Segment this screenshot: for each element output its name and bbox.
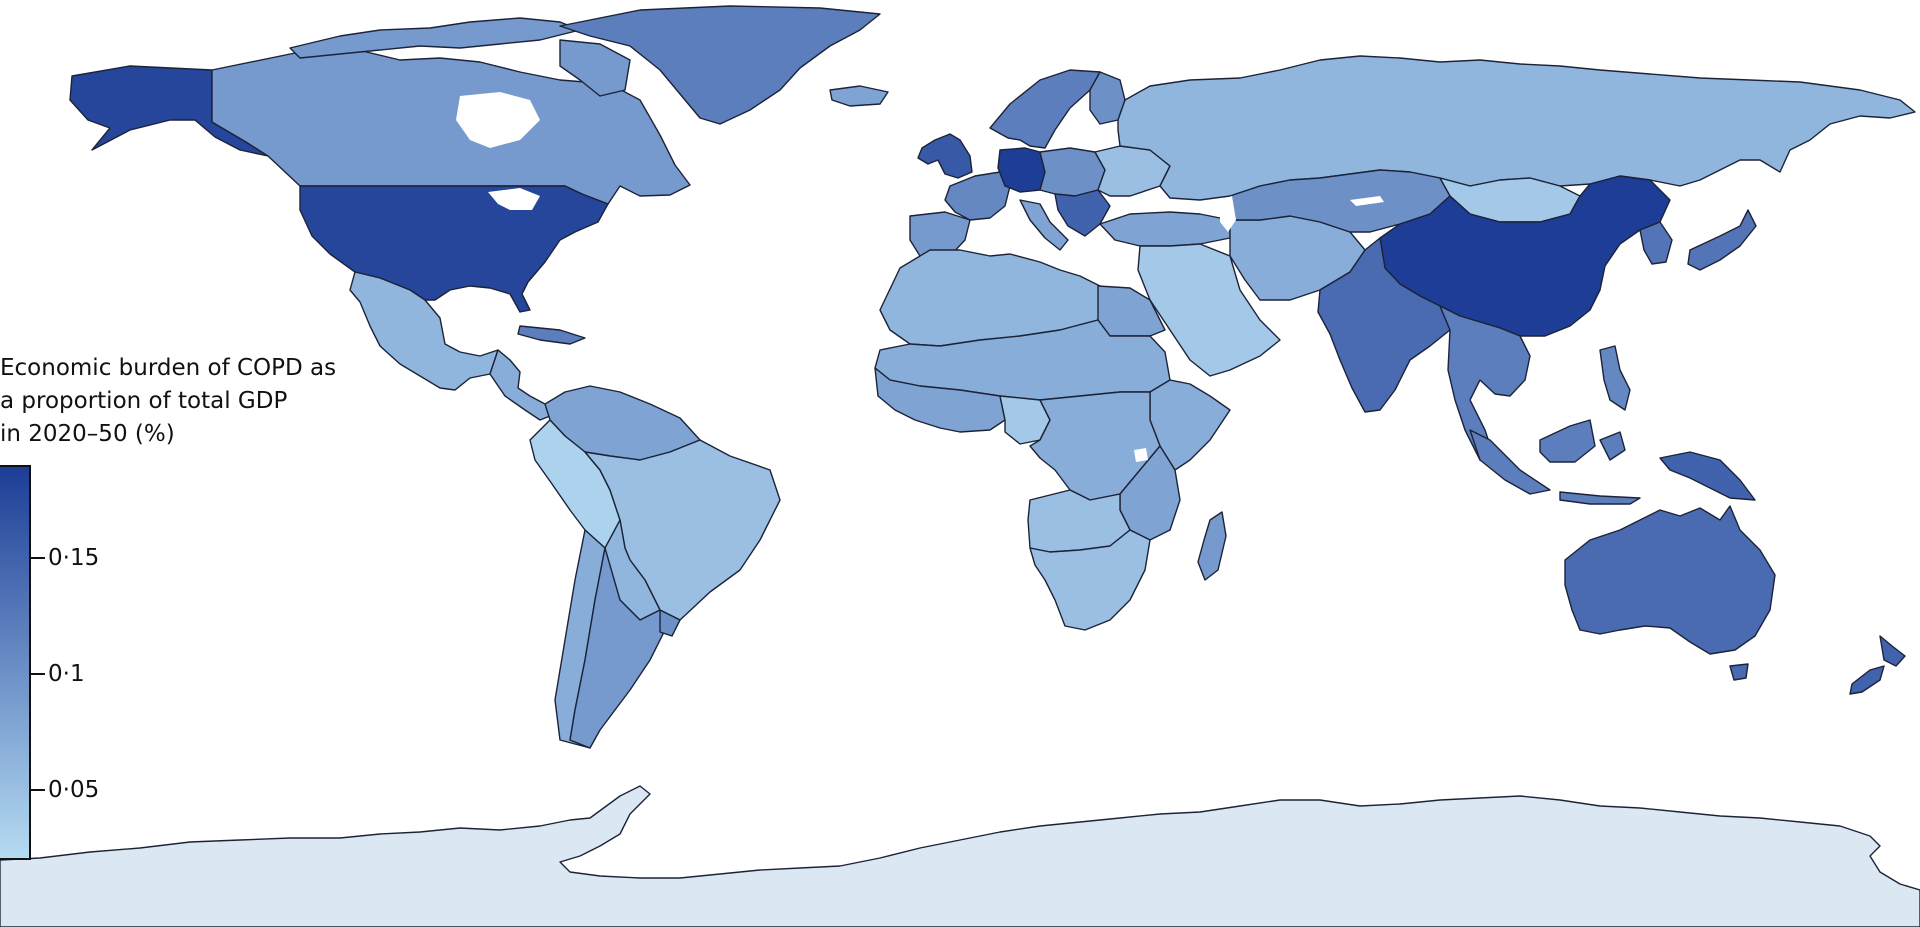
legend-tick-mark [31, 556, 45, 559]
region-italy [1019, 199, 1069, 251]
region-finland [1089, 71, 1126, 125]
region-tasmania [1729, 663, 1749, 681]
region-philippines [1599, 345, 1631, 411]
region-canada [211, 47, 691, 205]
region-turkey-caucasus [1099, 211, 1231, 247]
region-uk-ireland [917, 133, 973, 179]
lake-great-lakes [488, 188, 540, 210]
region-canada-islands [289, 17, 581, 59]
region-caribbean [517, 325, 586, 345]
legend-tick-label: 0·1 [48, 661, 85, 688]
region-korea-japan [1639, 209, 1757, 271]
region-mexico [349, 271, 499, 391]
region-south-asia [1317, 237, 1451, 413]
region-iberia [909, 211, 971, 257]
legend-title-line-3: in 2020–50 (%) [0, 421, 175, 447]
lake-balkhash [1350, 196, 1384, 206]
legend-title-line-2: a proportion of total GDP [0, 388, 288, 414]
legend-tick-mark [31, 789, 45, 792]
legend-color-scale [0, 465, 31, 860]
region-new-zealand [1849, 635, 1906, 695]
region-scandinavia [989, 69, 1101, 149]
region-uruguay [659, 609, 681, 637]
legend-tick-label: 0·15 [48, 544, 100, 571]
region-central-america [489, 349, 551, 421]
region-germany-central [997, 147, 1046, 193]
region-southern-africa [1029, 529, 1151, 631]
region-canada-baffin [559, 39, 631, 97]
lake-hudson-bay [456, 92, 540, 148]
region-western-europe [944, 171, 1011, 221]
legend-tick-label: 0·05 [48, 777, 100, 804]
region-indonesia [1469, 419, 1641, 505]
lake-victoria [1134, 448, 1148, 462]
region-iceland [829, 85, 889, 107]
region-argentina [569, 547, 666, 749]
region-madagascar [1197, 511, 1227, 581]
legend-title: Economic burden of COPD as a proportion … [0, 352, 380, 451]
region-papua [1659, 451, 1756, 501]
region-greenland [559, 5, 881, 125]
region-southeast-asia [1439, 305, 1531, 461]
legend-title-line-1: Economic burden of COPD as [0, 355, 337, 381]
legend-tick-mark [31, 673, 45, 676]
region-west-africa [874, 367, 1006, 433]
region-australia [1564, 505, 1776, 655]
lake-caspian [1220, 196, 1236, 232]
region-middle-east [1137, 243, 1281, 377]
region-eastern-europe [1039, 147, 1106, 197]
region-antarctica [0, 785, 1920, 927]
